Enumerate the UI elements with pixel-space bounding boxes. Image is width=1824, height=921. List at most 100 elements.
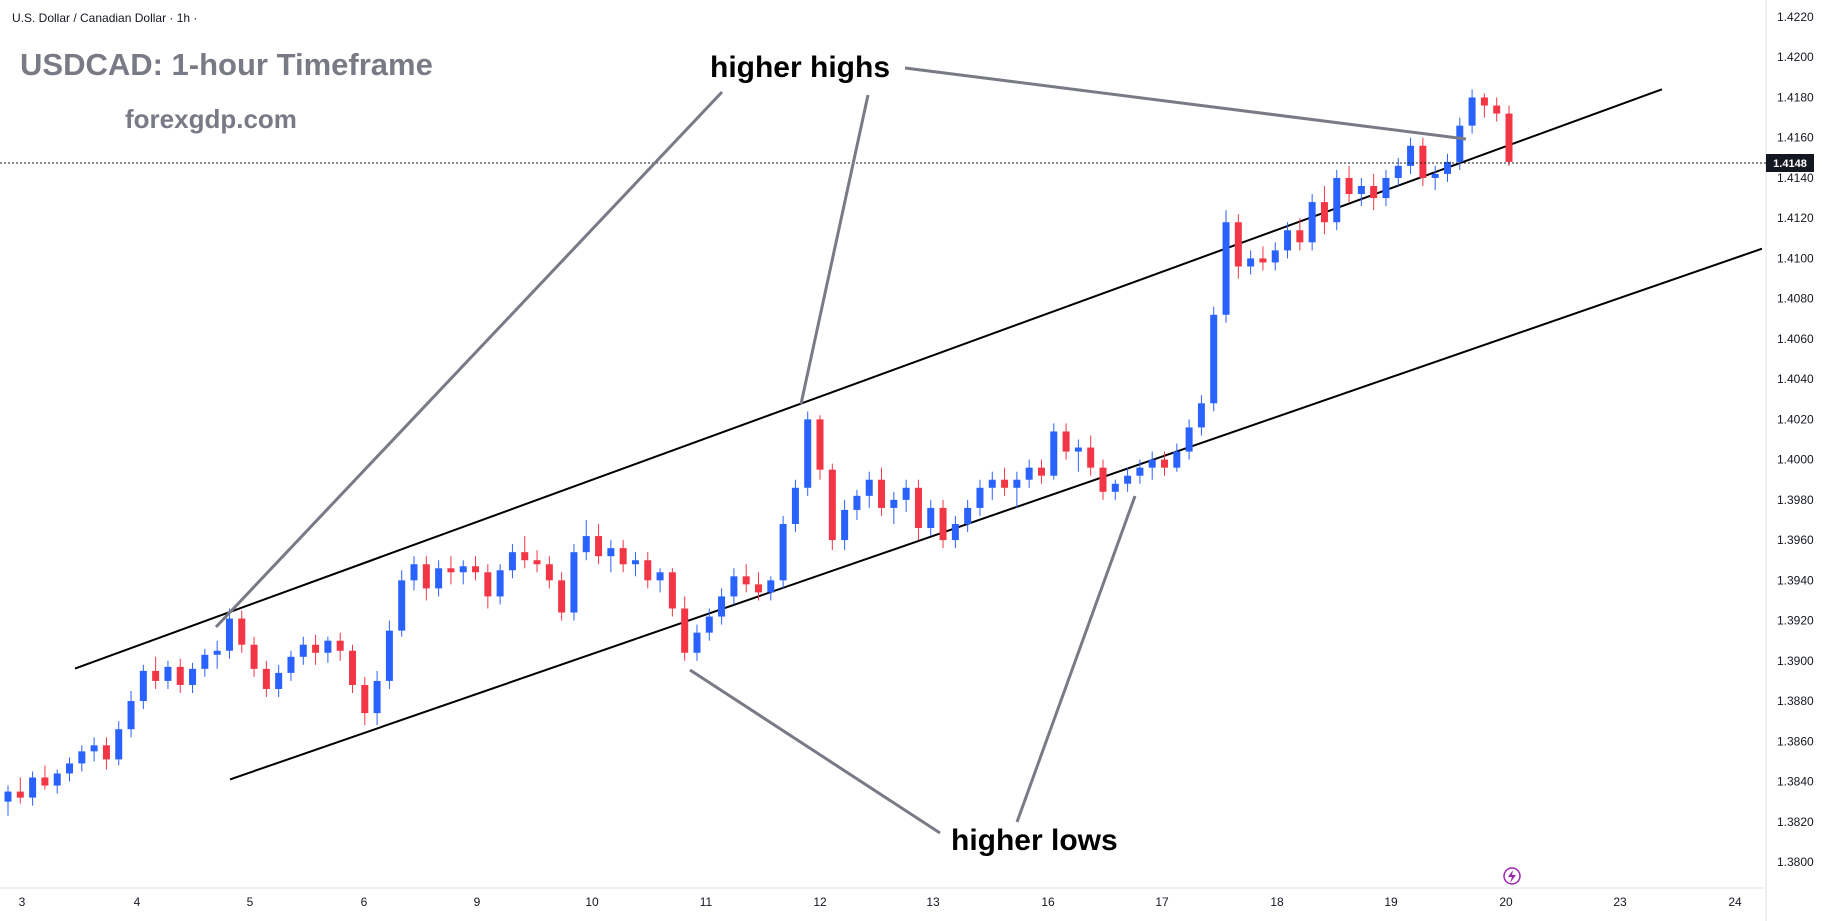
x-tick-label: 16 (1041, 895, 1055, 909)
x-axis-ticks: 3 4 5 6 9 10 11 12 13 16 17 18 19 20 23 24 (19, 895, 1742, 909)
candle-body (1124, 475, 1132, 484)
x-tick-label: 20 (1499, 895, 1513, 909)
x-tick-label: 5 (247, 895, 254, 909)
candle-body (1013, 479, 1021, 488)
candle-body (238, 618, 246, 645)
candle-body (1382, 177, 1390, 199)
candle-body (841, 509, 849, 541)
lower-channel-line[interactable] (229, 247, 1763, 781)
candle-body (1493, 105, 1501, 114)
y-tick-label: 1.3960 (1777, 533, 1814, 547)
candle-body (373, 680, 381, 714)
candle-body (1210, 314, 1218, 404)
symbol-header[interactable]: U.S. Dollar / Canadian Dollar · 1h · (12, 11, 197, 25)
x-tick-label: 24 (1728, 895, 1742, 909)
candle-body (1234, 222, 1242, 267)
candle-body (1333, 177, 1341, 223)
y-tick-label: 1.4120 (1777, 211, 1814, 225)
y-tick-label: 1.3860 (1777, 734, 1814, 748)
y-tick-label: 1.3820 (1777, 815, 1814, 829)
x-tick-label: 13 (926, 895, 940, 909)
candle-body (668, 572, 676, 609)
candle-body (1185, 427, 1193, 452)
candle-body (607, 548, 615, 557)
candle-body (521, 552, 529, 561)
candle-body (1197, 403, 1205, 428)
candle-body (447, 568, 455, 573)
x-tick-label: 9 (474, 895, 481, 909)
candle-body (1320, 202, 1328, 223)
y-tick-label: 1.4200 (1777, 50, 1814, 64)
candle-body (1050, 431, 1058, 476)
candle-body (410, 564, 418, 581)
candle-body (558, 580, 566, 613)
pointer-higher-low-2 (1015, 495, 1137, 823)
candle-body (41, 777, 49, 786)
higher-lows-label: higher lows (951, 824, 1118, 857)
channel-lines[interactable] (74, 88, 1763, 781)
y-tick-label: 1.4100 (1777, 251, 1814, 265)
candle-body (287, 656, 295, 673)
candle-body (336, 640, 344, 651)
candle-body (127, 701, 135, 730)
y-tick-label: 1.3900 (1777, 654, 1814, 668)
y-tick-label: 1.3800 (1777, 855, 1814, 869)
candle-body (1099, 467, 1107, 492)
candle-body (767, 580, 775, 593)
x-tick-label: 23 (1613, 895, 1627, 909)
candle-body (730, 576, 738, 597)
candle-body (828, 469, 836, 541)
y-tick-label: 1.4140 (1777, 171, 1814, 185)
candle-body (115, 729, 123, 760)
candle-body (914, 487, 922, 529)
candle-body (361, 684, 369, 714)
candle-body (902, 487, 910, 500)
candle-body (1148, 459, 1156, 468)
candle-body (742, 576, 750, 585)
y-tick-label: 1.4020 (1777, 412, 1814, 426)
candle-body (1357, 186, 1365, 195)
candle-body (1419, 145, 1427, 178)
candle-body (939, 507, 947, 541)
candle-body (164, 666, 172, 681)
candle-body (459, 566, 467, 573)
candle-body (878, 479, 886, 508)
candle-body (865, 479, 873, 496)
current-price-badge (1766, 154, 1814, 172)
candle-body (78, 751, 86, 764)
candle-body (1296, 230, 1304, 243)
x-tick-label: 10 (585, 895, 599, 909)
candle-body (348, 650, 356, 685)
candle-body (927, 507, 935, 529)
x-tick-label: 4 (134, 895, 141, 909)
pointer-higher-low-1 (689, 668, 941, 835)
candle-body (53, 773, 61, 786)
candle-body (262, 668, 270, 689)
x-tick-label: 19 (1384, 895, 1398, 909)
candle-body (66, 763, 74, 774)
candle-body (1161, 459, 1169, 468)
candle-body (1370, 186, 1378, 199)
candle-body (201, 654, 209, 669)
candle-body (1025, 467, 1033, 480)
x-tick-label: 12 (813, 895, 827, 909)
y-tick-label: 1.4000 (1777, 453, 1814, 467)
y-tick-label: 1.4080 (1777, 292, 1814, 306)
candle-body (1443, 161, 1451, 174)
candle-body (29, 777, 37, 798)
lightning-icon[interactable] (1503, 867, 1521, 885)
candle-body (755, 584, 762, 593)
candle-body (90, 745, 98, 752)
candle-body (976, 487, 984, 508)
upper-channel-line[interactable] (74, 88, 1663, 670)
candle-body (1062, 431, 1070, 452)
candle-body (508, 552, 516, 571)
pointer-higher-high-2 (799, 94, 870, 405)
candle-body (853, 495, 861, 510)
candle-body (681, 608, 689, 653)
candle-body (324, 640, 332, 653)
candle-body (139, 670, 147, 702)
candle-body (890, 499, 898, 508)
candle-body (964, 507, 972, 524)
